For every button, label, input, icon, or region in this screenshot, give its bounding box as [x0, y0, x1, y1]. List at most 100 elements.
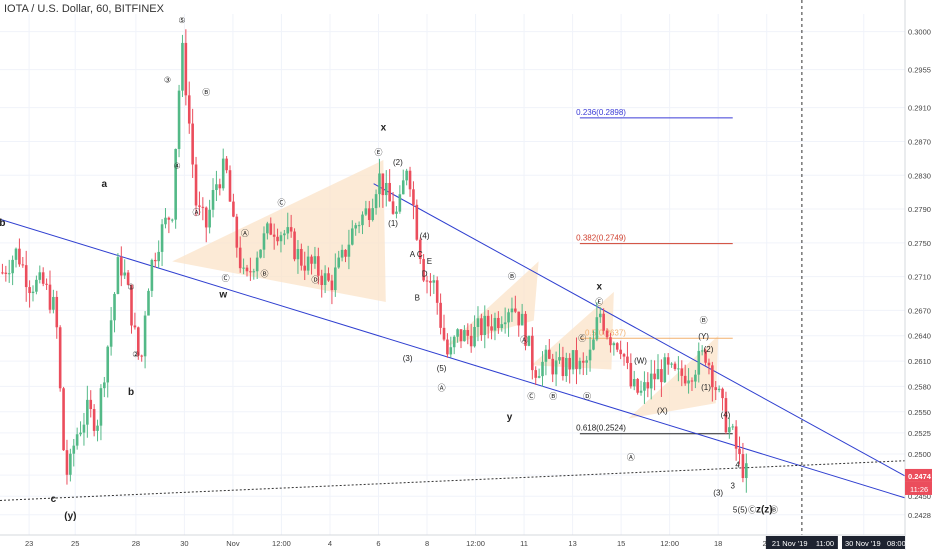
candle-body	[422, 259, 425, 281]
candle-body	[136, 327, 140, 356]
candle-body	[367, 208, 371, 221]
candle-body	[279, 235, 283, 242]
candle-body	[116, 257, 120, 294]
candle-body	[181, 42, 184, 91]
y-tick-label: 0.2710	[908, 273, 931, 282]
fib-level-label: 0.382(0.2749)	[576, 234, 626, 243]
candle-body	[649, 373, 653, 389]
wave-label: Ⓐ	[627, 453, 635, 462]
candle-body	[69, 453, 72, 475]
candle-body	[490, 326, 493, 331]
candle-body	[48, 284, 52, 310]
candle-body	[296, 248, 300, 260]
x-tick-label: 12:00	[660, 539, 679, 548]
candle-body	[395, 211, 398, 214]
wave-label: a	[102, 179, 108, 190]
wave-label: (2)	[704, 345, 714, 354]
candle-body	[103, 382, 106, 389]
candle-body	[391, 201, 395, 214]
candle-body	[225, 158, 228, 171]
candle-body	[126, 272, 130, 285]
candle-body	[293, 231, 296, 260]
wave-label: b	[128, 387, 134, 398]
candle-body	[215, 184, 218, 191]
y-tick-label: 0.2580	[908, 382, 931, 391]
candle-body	[381, 173, 385, 196]
candle-body	[177, 90, 181, 149]
candle-body	[374, 194, 378, 209]
wave-label: (W)	[634, 357, 647, 366]
crosshair-date-label: 21 Nov '19	[772, 539, 808, 548]
candle-body	[561, 357, 565, 377]
candle-body	[187, 95, 191, 124]
candle-body	[551, 358, 555, 375]
candle-body	[520, 313, 524, 326]
candle-body	[55, 296, 59, 328]
y-tick-label: 0.2640	[908, 332, 931, 341]
candle-body	[96, 425, 99, 431]
wave-label: ④	[174, 161, 181, 170]
candle-body	[283, 233, 286, 236]
trendline	[0, 460, 906, 501]
candle-body	[514, 308, 517, 312]
candle-body	[609, 337, 612, 346]
candle-body	[432, 280, 436, 283]
candle-body	[170, 219, 174, 221]
candle-body	[174, 148, 177, 220]
candle-body	[598, 313, 602, 318]
wave-label: Ⓒ	[748, 505, 756, 514]
candle-body	[738, 448, 741, 455]
crosshair-time-label: 11:00	[816, 539, 834, 548]
candle-body	[446, 339, 449, 355]
wave-label: x	[597, 281, 603, 292]
candle-body	[242, 267, 245, 269]
wave-label: Ⓐ	[520, 335, 528, 344]
y-tick-label: 0.2428	[908, 511, 931, 520]
candle-body	[75, 434, 79, 446]
candle-body	[534, 370, 538, 378]
price-axis	[905, 0, 932, 550]
candle-body	[269, 223, 273, 235]
candle-body	[666, 357, 670, 365]
candle-body	[459, 329, 463, 342]
candle-body	[218, 184, 222, 189]
candle-body	[320, 275, 324, 286]
wave-label: (5)	[738, 505, 748, 514]
candle-body	[79, 432, 82, 435]
wave-label: Ⓑ	[700, 316, 708, 325]
wave-label: (4)	[721, 411, 731, 420]
fib-level-label: 0.618(0.2524)	[576, 424, 626, 433]
candle-body	[86, 399, 89, 425]
candle-body	[456, 329, 459, 337]
candle-body	[602, 313, 605, 331]
x-tick-label: 13	[568, 539, 576, 548]
candle-body	[429, 280, 432, 283]
wave-label: (3)	[403, 354, 413, 363]
candle-body	[388, 182, 391, 202]
candle-body	[412, 189, 415, 205]
y-tick-label: 0.2790	[908, 205, 931, 214]
candle-body	[615, 343, 619, 350]
pattern-triangle	[446, 261, 539, 346]
y-tick-label: 0.2910	[908, 104, 931, 113]
candle-body	[11, 259, 14, 274]
candle-body	[439, 302, 442, 328]
candle-body	[463, 330, 466, 342]
candle-body	[595, 317, 599, 340]
candle-body	[211, 190, 215, 210]
fib-level-label: 0.5(0.2637)	[585, 328, 626, 337]
countdown-tag	[905, 481, 932, 495]
wave-label: (1)	[388, 219, 398, 228]
candle-body	[687, 380, 690, 384]
candle-body	[113, 293, 116, 321]
candle-body	[249, 271, 252, 273]
candle-body	[350, 228, 354, 245]
x-tick-label: 18	[714, 539, 722, 548]
candle-body	[313, 256, 317, 264]
candle-body	[354, 225, 357, 229]
candle-body	[327, 273, 330, 281]
candle-body	[510, 308, 514, 313]
candle-body	[646, 382, 650, 389]
